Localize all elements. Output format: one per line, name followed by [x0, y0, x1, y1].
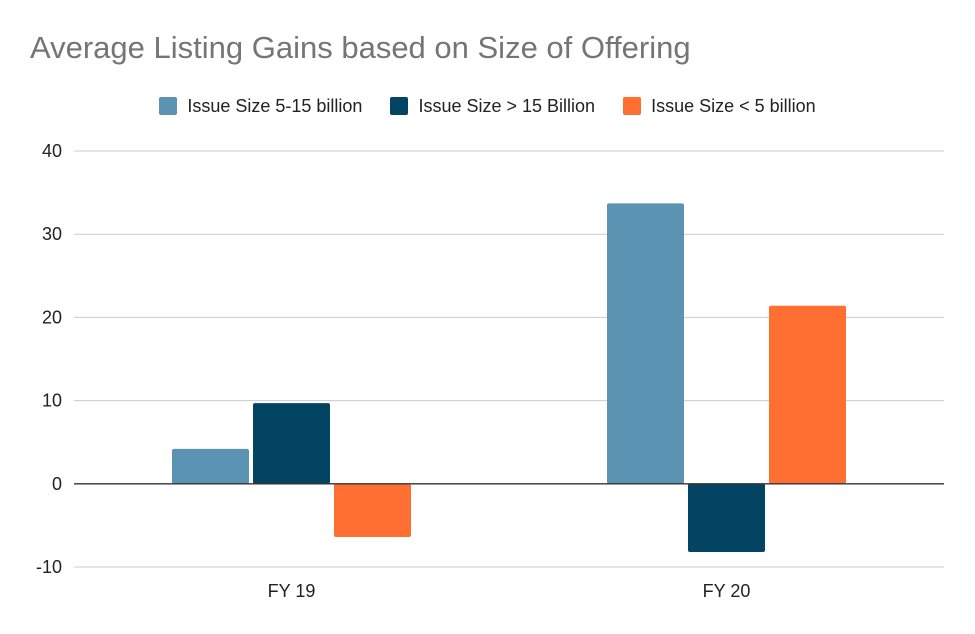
y-tick-label: 20 — [42, 307, 62, 327]
y-tick-label: 10 — [42, 391, 62, 411]
y-tick-label: 40 — [42, 141, 62, 161]
x-tick-label: FY 19 — [268, 581, 316, 601]
y-tick-label: -10 — [36, 557, 62, 577]
gridlines — [74, 150, 944, 568]
bar — [688, 483, 765, 553]
y-tick-label: 30 — [42, 224, 62, 244]
legend-swatch-under-5 — [623, 97, 642, 115]
bar — [769, 305, 846, 484]
y-tick-label: 0 — [52, 474, 62, 494]
legend-item-over-15: Issue Size > 15 Billion — [390, 96, 595, 117]
bars — [172, 203, 846, 553]
legend-label-5-15: Issue Size 5-15 billion — [187, 95, 363, 116]
bar — [253, 403, 330, 484]
y-axis-ticks: 40 30 20 10 0 -10 — [36, 141, 62, 577]
legend-item-under-5: Issue Size < 5 billion — [623, 96, 816, 117]
x-tick-label: FY 20 — [703, 581, 751, 601]
bar — [607, 203, 684, 484]
legend-swatch-5-15 — [159, 97, 178, 115]
legend-item-5-15: Issue Size 5-15 billion — [159, 96, 362, 117]
chart-title: Average Listing Gains based on Size of O… — [30, 30, 691, 65]
legend-swatch-over-15 — [390, 97, 409, 115]
bar — [172, 448, 249, 484]
legend: Issue Size 5-15 billion Issue Size > 15 … — [0, 93, 975, 119]
legend-label-over-15: Issue Size > 15 Billion — [418, 95, 596, 116]
x-axis-ticks: FY 19 FY 20 — [268, 581, 751, 601]
bar — [334, 483, 411, 538]
legend-label-under-5: Issue Size < 5 billion — [651, 95, 816, 116]
